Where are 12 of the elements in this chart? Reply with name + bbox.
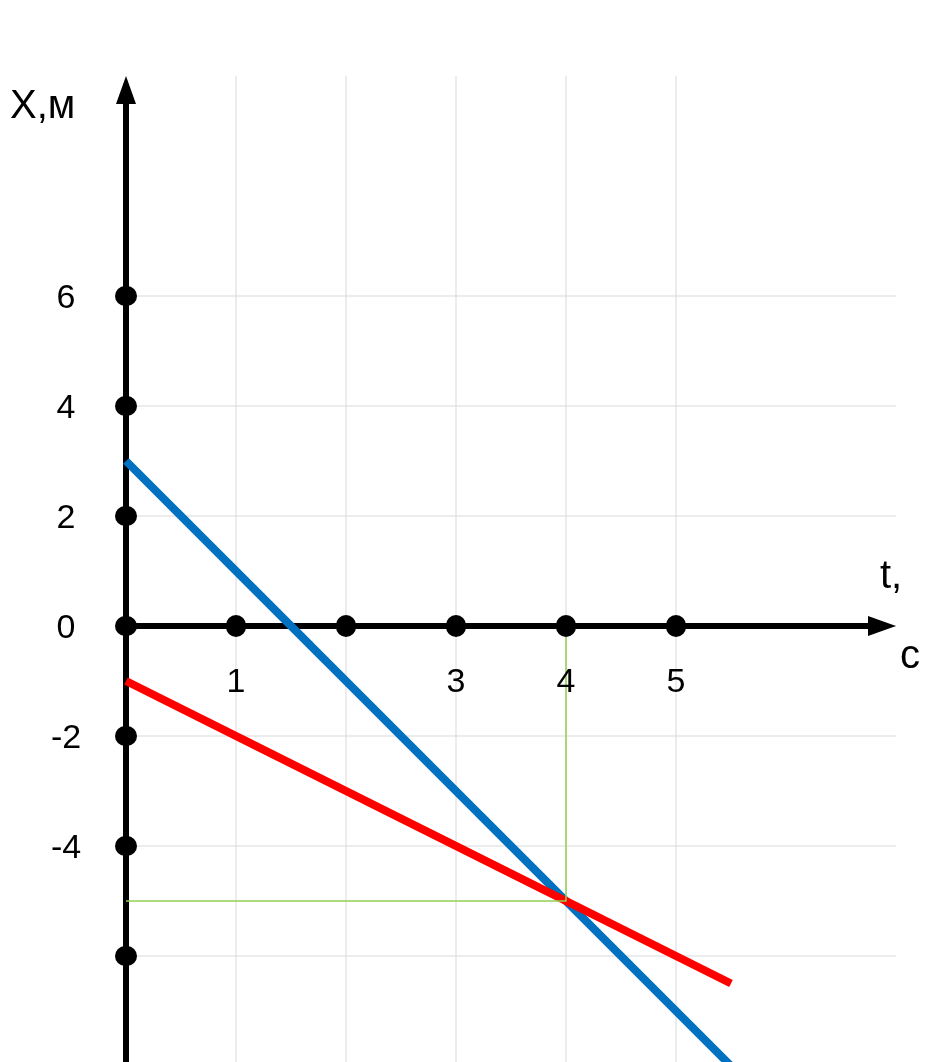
x-axis-title: t, с	[880, 552, 920, 676]
y-axis-title: X,м	[10, 82, 76, 126]
y-tick-label: 6	[56, 277, 76, 315]
x-tick-label: 4	[556, 661, 576, 699]
y-tick-label: -2	[50, 717, 82, 755]
y-tick-label: -4	[50, 827, 82, 865]
y-tick-label: 0	[56, 607, 76, 645]
x-tick-label: 5	[666, 661, 686, 699]
y-tick-label: 2	[56, 497, 76, 535]
x-tick-label: 1	[226, 661, 246, 699]
y-tick-label: 4	[56, 387, 76, 425]
x-tick-label: 3	[446, 661, 466, 699]
